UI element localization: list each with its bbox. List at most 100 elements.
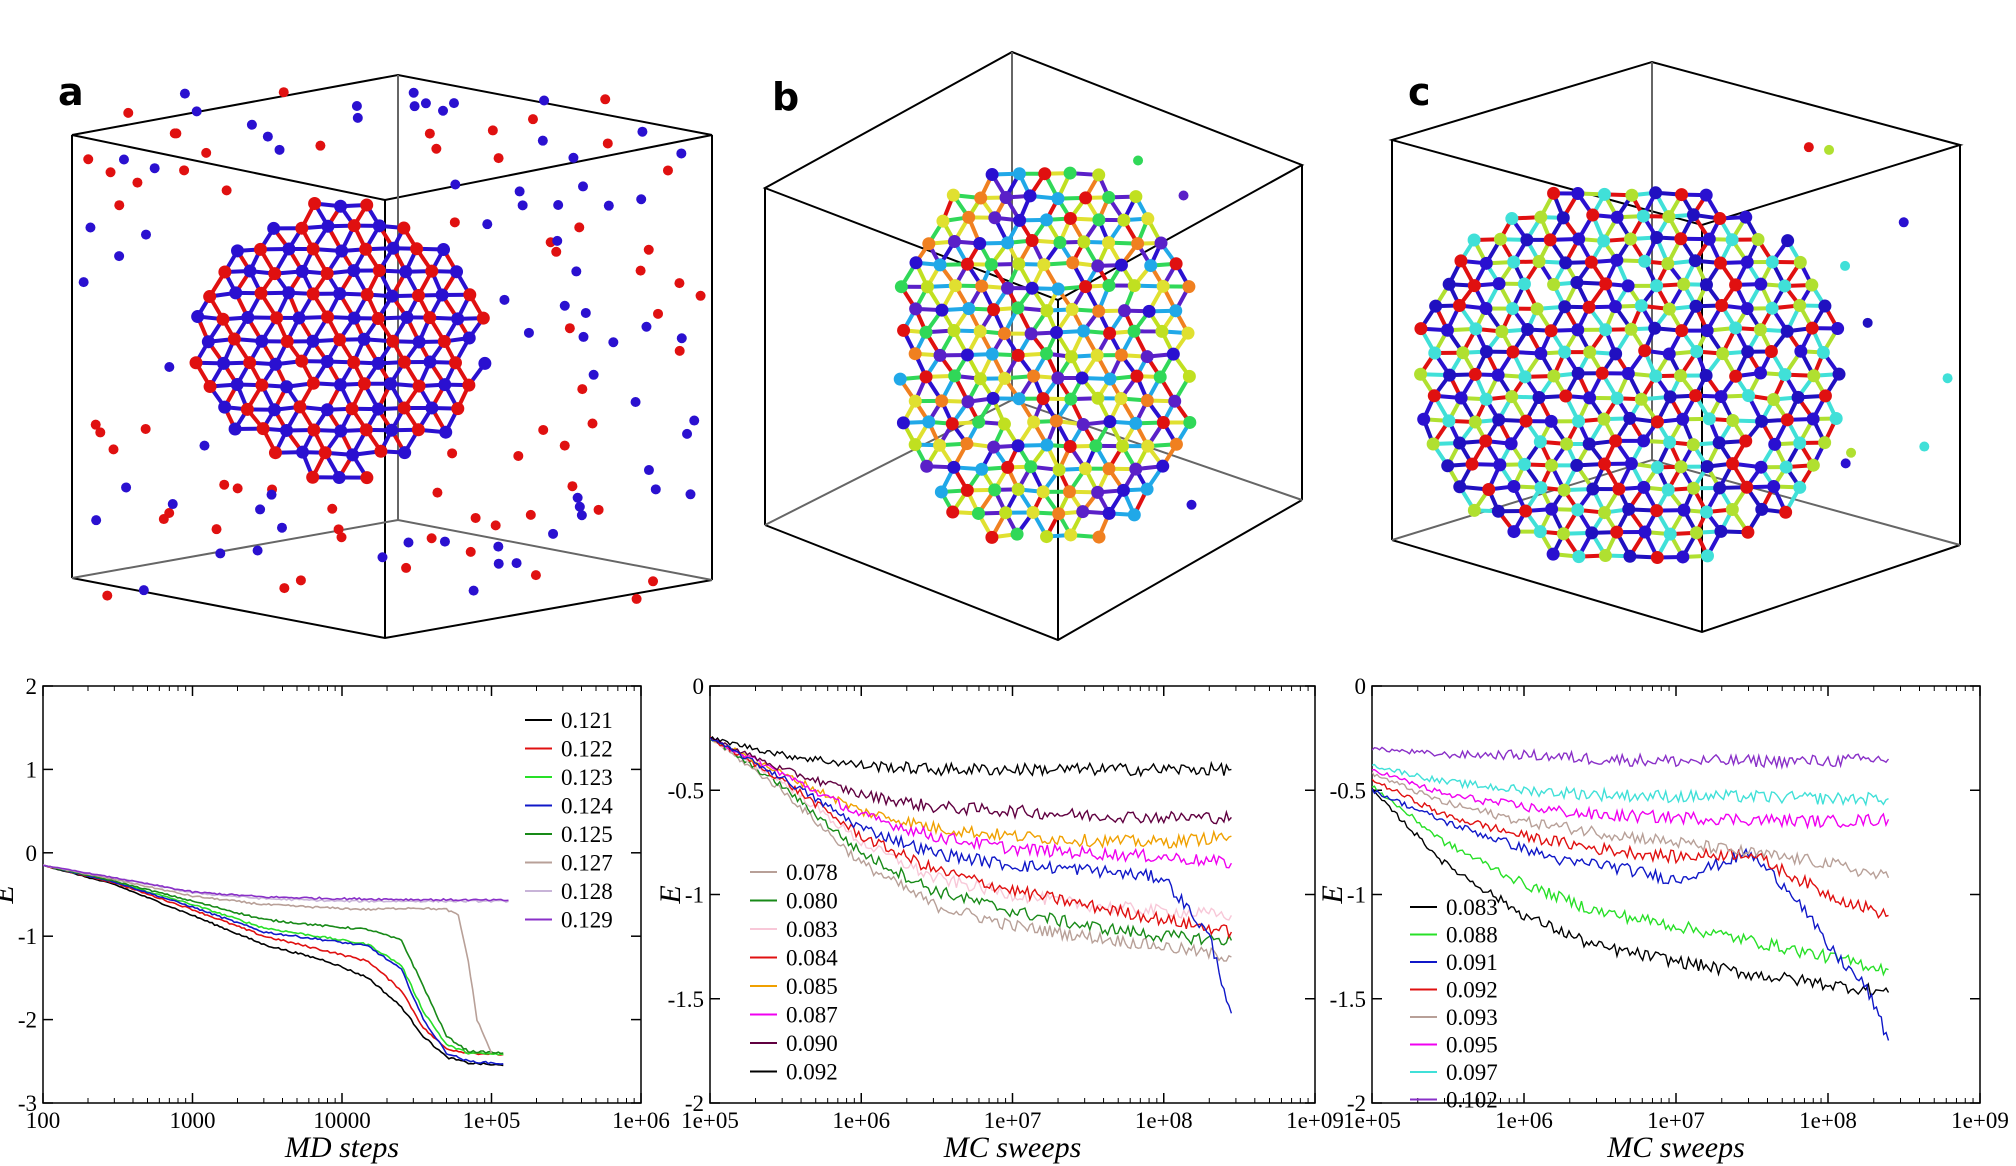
atom xyxy=(1467,503,1481,517)
atom xyxy=(255,378,269,392)
atom xyxy=(1829,411,1843,425)
series-line xyxy=(710,737,1232,825)
atom xyxy=(948,369,962,383)
atom xyxy=(1168,394,1182,408)
atom xyxy=(256,422,270,436)
atom xyxy=(1534,210,1548,224)
atom xyxy=(241,310,255,324)
atom xyxy=(1102,236,1116,250)
atom xyxy=(650,484,661,495)
atom xyxy=(1726,413,1740,427)
atom xyxy=(357,377,371,391)
atom xyxy=(1102,462,1116,476)
atom xyxy=(1114,392,1128,406)
atom xyxy=(132,177,143,188)
atom xyxy=(580,307,591,318)
atom xyxy=(1001,460,1015,474)
atom xyxy=(919,370,933,384)
legend-label: 0.088 xyxy=(1446,923,1498,948)
atom xyxy=(1793,298,1807,312)
atom xyxy=(552,235,563,246)
atom xyxy=(138,585,149,596)
atom xyxy=(267,221,281,235)
atom xyxy=(1118,304,1132,318)
atom xyxy=(1078,462,1092,476)
atom xyxy=(1663,527,1677,541)
atom xyxy=(922,415,936,429)
atom xyxy=(438,105,449,116)
atom xyxy=(1610,253,1624,267)
atom xyxy=(425,401,439,415)
atom xyxy=(1662,210,1676,224)
atom xyxy=(216,312,230,326)
atom xyxy=(1040,438,1054,452)
legend-label: 0.124 xyxy=(561,794,613,819)
atom xyxy=(1663,435,1677,449)
atom xyxy=(1638,254,1652,268)
atom xyxy=(1518,370,1532,384)
atom xyxy=(1155,324,1169,338)
atom xyxy=(1024,460,1038,474)
atom xyxy=(1544,324,1558,338)
atom xyxy=(449,217,460,228)
atom xyxy=(974,191,988,205)
atom xyxy=(1715,298,1729,312)
x-tick-label: 1e+08 xyxy=(1799,1108,1857,1133)
atom xyxy=(1547,186,1561,200)
atom xyxy=(643,244,654,255)
atom xyxy=(1091,259,1105,273)
atom xyxy=(1037,258,1051,272)
atom xyxy=(945,417,959,431)
atom xyxy=(933,258,947,272)
atom xyxy=(689,415,700,426)
atom xyxy=(1102,278,1116,292)
atom xyxy=(1556,527,1570,541)
atom xyxy=(1479,256,1493,270)
atom xyxy=(894,280,908,294)
atom xyxy=(1547,369,1561,383)
x-tick-label: 1e+08 xyxy=(1135,1108,1193,1133)
atom xyxy=(335,244,349,258)
atom xyxy=(908,394,922,408)
atom xyxy=(1650,460,1664,474)
atom xyxy=(476,311,490,325)
series-line xyxy=(710,738,1233,946)
atom xyxy=(295,575,306,586)
atom xyxy=(243,356,257,370)
atom xyxy=(1453,480,1467,494)
atom xyxy=(662,165,673,176)
atom xyxy=(1793,255,1807,269)
atom xyxy=(1714,390,1728,404)
atom xyxy=(997,327,1011,341)
atom xyxy=(922,237,936,251)
atom xyxy=(1468,415,1482,429)
atom xyxy=(1586,482,1600,496)
atom xyxy=(1597,412,1611,426)
atom xyxy=(1560,437,1574,451)
panel-label-b: b xyxy=(772,75,799,119)
atom xyxy=(936,214,950,228)
atom xyxy=(371,356,385,370)
atom xyxy=(1079,191,1093,205)
atom xyxy=(1027,415,1041,429)
legend-label: 0.128 xyxy=(561,879,613,904)
atom xyxy=(975,279,989,293)
x-tick-label: 1000 xyxy=(170,1108,216,1133)
atom xyxy=(1634,299,1648,313)
y-tick-label: -3 xyxy=(18,1091,37,1116)
atom xyxy=(1791,390,1805,404)
atom xyxy=(431,143,442,154)
atom xyxy=(105,167,116,178)
atom xyxy=(1442,414,1456,428)
atom xyxy=(426,533,437,544)
atom xyxy=(118,154,129,165)
atom xyxy=(986,391,1000,405)
atom xyxy=(280,334,294,348)
atom xyxy=(1441,459,1455,473)
atom xyxy=(1595,366,1609,380)
atom xyxy=(280,423,294,437)
atom xyxy=(1467,279,1481,293)
atom xyxy=(1186,499,1197,510)
atom xyxy=(1052,507,1066,521)
y-tick-label: 0 xyxy=(693,674,705,699)
